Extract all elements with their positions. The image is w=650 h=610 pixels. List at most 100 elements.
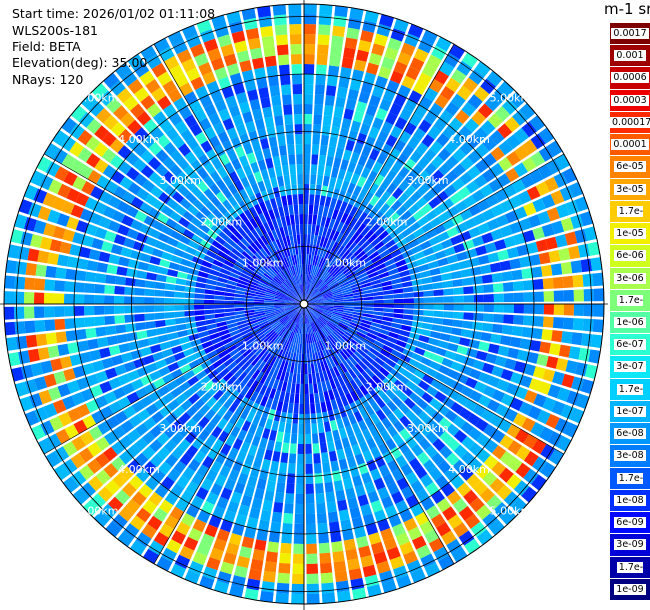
beam-gate — [413, 48, 429, 63]
beam-gate — [269, 429, 277, 441]
beam-gate — [69, 123, 85, 140]
beam-gate — [533, 393, 547, 408]
beam-gate — [101, 148, 117, 163]
beam-gate — [156, 446, 171, 461]
beam-gate — [281, 442, 290, 454]
beam-gate — [379, 98, 392, 112]
beam-gate — [287, 225, 293, 236]
beam-gate — [336, 364, 344, 375]
beam-gate — [337, 339, 347, 349]
beam-gate — [14, 291, 25, 304]
beam-gate — [283, 257, 290, 268]
beam-gate — [388, 514, 402, 528]
beam-gate — [456, 482, 472, 497]
beam-gate — [323, 308, 334, 312]
beam-gate — [342, 348, 351, 358]
beam-gate — [240, 361, 251, 371]
beam-gate — [418, 411, 431, 424]
beam-gate — [268, 470, 278, 482]
beam-gate — [386, 182, 398, 195]
beam-gate — [304, 4, 317, 15]
beam-gate — [321, 452, 330, 463]
beam-gate — [325, 262, 334, 272]
beam-gate — [254, 393, 264, 405]
beam-gate — [249, 206, 258, 218]
colorbar-entry: 0.0003 — [610, 88, 650, 111]
beam-gate — [266, 354, 274, 365]
beam-gate — [328, 280, 338, 288]
beam-gate — [503, 236, 516, 248]
beam-gate — [45, 161, 61, 177]
beam-gate — [17, 246, 30, 261]
beam-gate — [465, 377, 478, 389]
beam-gate — [315, 319, 323, 329]
beam-gate — [164, 318, 176, 326]
beam-gate — [145, 321, 156, 330]
beam-gate — [225, 434, 236, 447]
beam-gate — [506, 424, 521, 439]
beam-gate — [428, 537, 444, 553]
beam-gate — [500, 335, 512, 346]
beam-gate — [321, 327, 330, 337]
beam-gate — [220, 333, 231, 341]
beam-gate — [276, 311, 286, 317]
beam-gate — [81, 181, 96, 196]
beam-gate — [428, 197, 441, 209]
beam-gate — [384, 207, 396, 219]
beam-gate — [222, 117, 235, 131]
beam-gate — [375, 370, 386, 382]
beam-gate — [169, 64, 184, 79]
beam-gate — [279, 391, 286, 402]
beam-gate — [66, 188, 81, 203]
beam-gate — [471, 189, 485, 203]
beam-gate — [205, 492, 219, 505]
beam-gate — [381, 56, 395, 70]
beam-gate — [130, 196, 144, 209]
beam-gate — [222, 409, 234, 422]
range-ring-label: 2.00km — [366, 381, 408, 394]
beam-gate — [138, 483, 153, 499]
beam-gate — [58, 411, 73, 427]
beam-gate — [62, 476, 79, 493]
beam-gate — [274, 441, 283, 453]
beam-gate — [297, 244, 301, 255]
beam-gate — [332, 219, 340, 231]
beam-gate — [255, 371, 264, 382]
beam-gate — [72, 231, 85, 245]
beam-gate — [145, 272, 157, 281]
beam-gate — [381, 254, 393, 263]
beam-gate — [337, 352, 346, 363]
beam-gate — [310, 174, 317, 185]
beam-gate — [452, 148, 467, 163]
beam-gate — [541, 264, 553, 277]
beam-gate — [126, 391, 140, 404]
beam-gate — [304, 284, 306, 295]
colorbar-entry-label: 6e-07 — [614, 339, 646, 351]
beam-gate — [312, 321, 318, 332]
beam-gate — [75, 270, 87, 282]
beam-gate — [170, 368, 183, 379]
beam-gate — [263, 257, 273, 267]
beam-gate — [385, 195, 397, 207]
beam-gate — [136, 187, 150, 201]
beam-gate — [369, 347, 380, 357]
beam-gate — [388, 212, 400, 223]
beam-gate — [473, 213, 486, 226]
beam-gate — [306, 254, 309, 265]
beam-gate — [291, 255, 296, 266]
beam-gate — [301, 254, 304, 265]
beam-gate — [127, 79, 144, 95]
beam-gate — [234, 293, 245, 298]
beam-gate — [453, 444, 468, 459]
beam-gate — [333, 270, 343, 279]
beam-gate — [378, 230, 389, 241]
beam-gate — [323, 305, 334, 307]
beam-gate — [279, 370, 286, 382]
beam-gate — [507, 440, 523, 455]
beam-gate — [325, 238, 332, 249]
beam-gate — [368, 126, 380, 139]
beam-gate — [182, 466, 196, 481]
beam-gate — [274, 347, 282, 358]
beam-gate — [500, 509, 517, 526]
beam-gate — [429, 467, 443, 481]
